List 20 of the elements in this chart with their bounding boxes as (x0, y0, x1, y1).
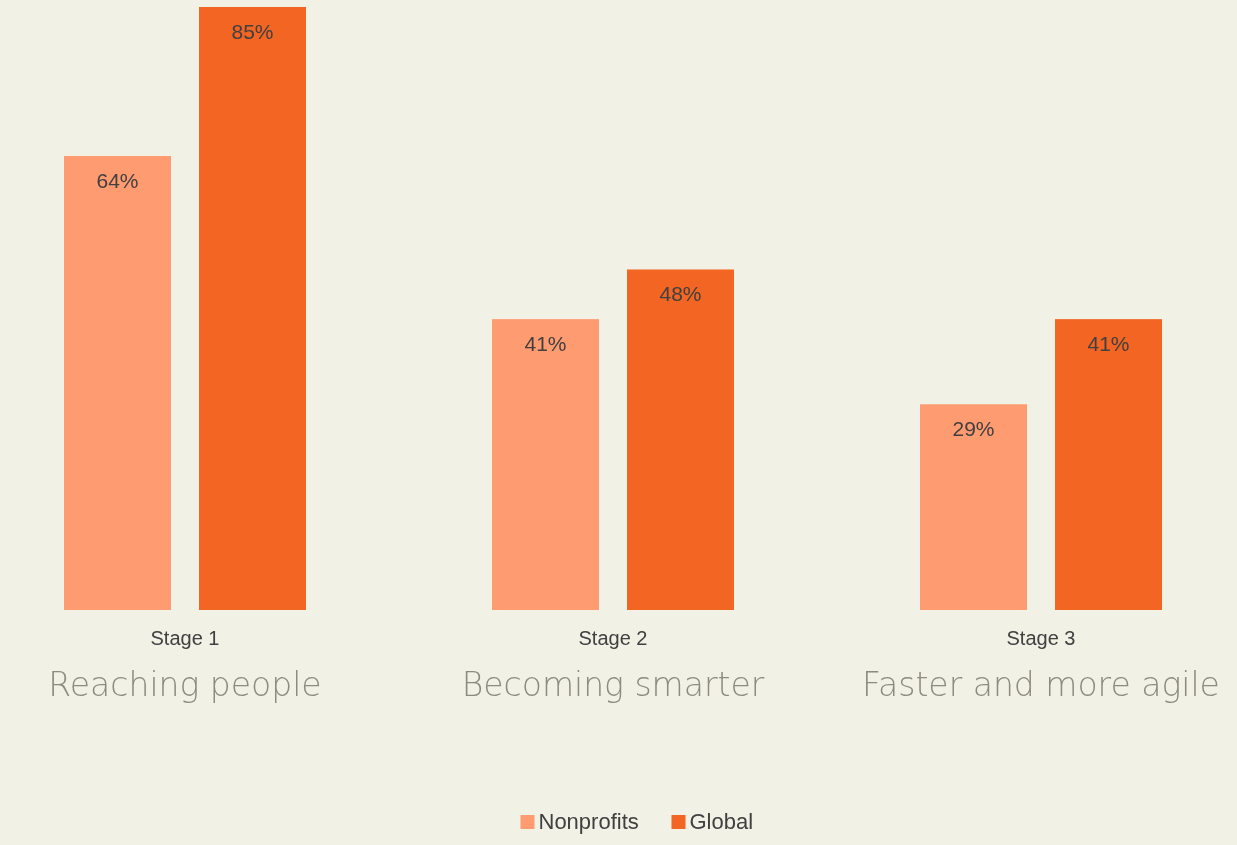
data-label: 41% (1087, 332, 1130, 356)
data-label: 85% (231, 20, 274, 43)
text: Reaching people (48, 665, 322, 704)
text: Faster and more agile (862, 665, 1220, 704)
x-tick-label: Stage 3 (1006, 627, 1076, 649)
legend-label: Nonprofits (538, 809, 639, 834)
legend-label: Global (689, 809, 754, 834)
bar (920, 404, 1027, 610)
data-label: 29% (952, 417, 995, 441)
bar (492, 319, 599, 610)
text: Becoming smarter (461, 665, 765, 704)
x-tick-label: Stage 1 (150, 627, 220, 649)
bar (199, 7, 306, 610)
bar (64, 155, 171, 610)
data-label: 48% (659, 282, 702, 306)
bar (1055, 319, 1162, 610)
data-label: 64% (96, 168, 139, 192)
data-label: 41% (524, 332, 567, 356)
x-tick-label: Stage 2 (578, 627, 648, 649)
bar (627, 269, 734, 610)
